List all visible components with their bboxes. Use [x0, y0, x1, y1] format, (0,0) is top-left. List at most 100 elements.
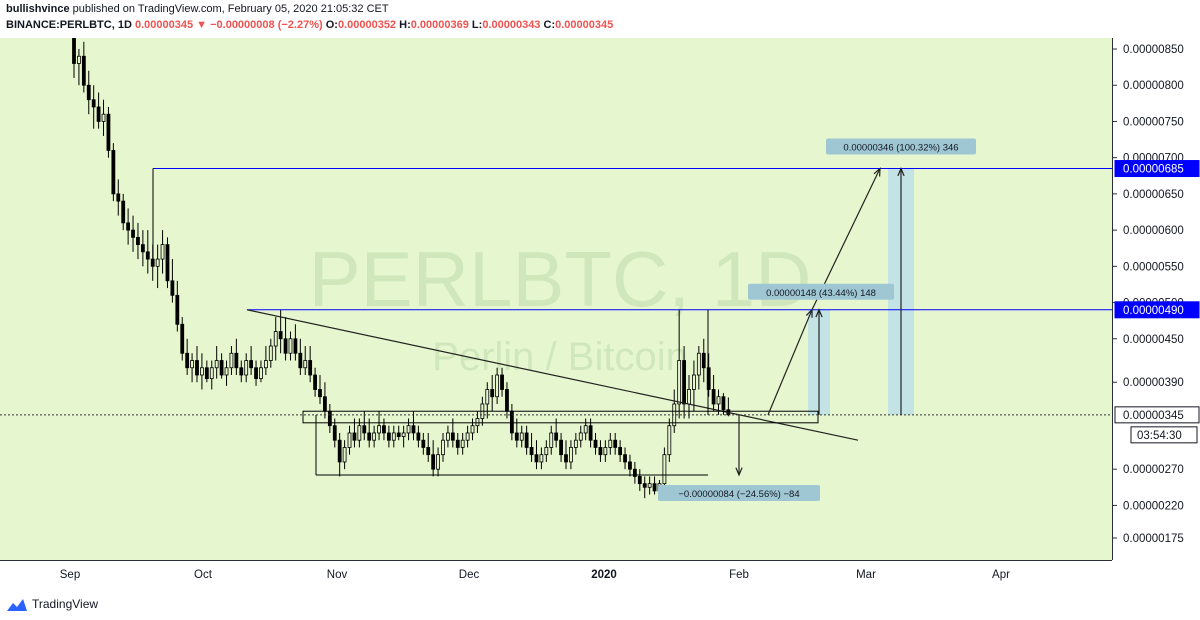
- measure-label-down-text: −0.00000084 (−24.56%) −84: [678, 489, 799, 500]
- time-axis[interactable]: Sep Oct Nov Dec 2020 Feb Mar Apr: [0, 560, 1112, 587]
- candle: [696, 346, 701, 390]
- time-tick-label: Apr: [992, 569, 1010, 581]
- candle: [185, 338, 190, 375]
- candle: [406, 418, 411, 441]
- candle-body-up: [578, 432, 583, 441]
- candle-body-down: [529, 447, 534, 456]
- candle-body-up: [460, 439, 465, 448]
- candle: [534, 440, 539, 470]
- candle: [509, 403, 514, 441]
- time-tick-label: Feb: [729, 569, 749, 581]
- candle: [77, 49, 81, 86]
- candle-body-down: [642, 483, 647, 488]
- measure-arrow-down: [735, 414, 743, 477]
- candle-body-up: [406, 425, 411, 434]
- candle: [505, 382, 509, 419]
- candle-body-down: [623, 454, 627, 463]
- candle-body-up: [446, 432, 450, 441]
- candle: [677, 309, 682, 419]
- candle: [593, 432, 598, 455]
- projection-arrow-1-shaft: [767, 309, 813, 416]
- candle-body-down: [411, 425, 416, 434]
- watermark-title: PERLBTC, 1D: [309, 235, 812, 323]
- candle-body-up: [401, 432, 406, 437]
- price-axis[interactable]: 0.00000850 0.00000800 0.00000750 0.00000700…: [1112, 38, 1200, 560]
- plot-area[interactable]: PERLBTC, 1D Perlin / Bitcoin 0.00000346 …: [0, 38, 1112, 560]
- tradingview-logo-icon[interactable]: [6, 598, 28, 612]
- candle-body-down: [234, 352, 239, 369]
- last-price: 0.00000345: [134, 19, 194, 31]
- published-text: published on TradingView.com, February 0…: [72, 3, 389, 15]
- candle-body-down: [313, 374, 317, 390]
- candle-body-down: [386, 432, 391, 441]
- price-change: ▼ −0.00000008 (−2.27%): [196, 19, 323, 31]
- candle-body-up: [716, 396, 721, 405]
- candle-body-down: [711, 389, 716, 405]
- candle: [490, 375, 495, 412]
- publish-info: bullishvince published on TradingView.co…: [6, 3, 389, 15]
- candle-body-down: [362, 425, 367, 434]
- candle-body-down: [593, 439, 598, 448]
- candle: [347, 425, 352, 455]
- candle-body-up: [377, 425, 381, 434]
- candle: [401, 425, 406, 448]
- candle-body-up: [441, 439, 445, 456]
- candle: [303, 346, 308, 375]
- candle-body-up: [495, 374, 500, 398]
- measure-label-100pct: 0.00000346 (100.32%) 346: [826, 138, 976, 155]
- candle: [495, 367, 500, 404]
- candle-body-up: [357, 425, 362, 441]
- plot-svg: PERLBTC, 1D Perlin / Bitcoin 0.00000346 …: [0, 38, 1112, 501]
- candle-body-down: [219, 360, 224, 376]
- candle: [170, 259, 175, 303]
- candle-body-down: [131, 229, 135, 238]
- support-box: [302, 410, 819, 424]
- symbol-label[interactable]: BINANCE:PERLBTC, 1D: [6, 19, 132, 31]
- candle-body-down: [514, 432, 519, 441]
- candle-body-up: [229, 352, 234, 369]
- candle-body-down: [180, 323, 185, 354]
- candle-body-up: [692, 374, 696, 390]
- candle: [460, 432, 465, 455]
- candle: [524, 425, 529, 455]
- price-label-bg: [1114, 406, 1200, 424]
- candle: [726, 397, 731, 417]
- publisher-name[interactable]: bullishvince: [6, 3, 70, 15]
- candle: [382, 418, 386, 441]
- candle: [111, 143, 116, 202]
- candle-body-down: [81, 55, 86, 86]
- measure-label-43pct: 0.00000148 (43.44%) 148: [748, 283, 894, 300]
- price-label-bg: [1114, 160, 1200, 178]
- candle-body-down: [165, 244, 170, 282]
- candle: [436, 447, 440, 477]
- candle-body-down: [431, 454, 436, 470]
- candle-body-down: [490, 389, 495, 398]
- candle: [86, 70, 91, 115]
- candle: [608, 432, 613, 455]
- time-tick-label: Dec: [459, 569, 480, 581]
- countdown-text: 03:54:30: [1137, 430, 1182, 442]
- candle-body-down: [554, 432, 559, 441]
- candle-body-down: [278, 331, 283, 340]
- high-label: H:: [399, 19, 411, 31]
- candle-body-down: [455, 439, 460, 448]
- candle: [647, 476, 652, 495]
- candle: [573, 432, 578, 455]
- candle-body-down: [588, 425, 593, 441]
- candle-body-up: [662, 454, 667, 485]
- candle: [583, 418, 588, 441]
- candle: [470, 418, 475, 441]
- candle-body-up: [190, 360, 194, 369]
- measure-arrow-down-head: [735, 467, 743, 477]
- measure-arrow-100pct-head: [897, 166, 905, 177]
- measure-arrow-100pct: [897, 166, 905, 415]
- candle: [204, 360, 209, 383]
- ohlc-legend: BINANCE:PERLBTC, 1D 0.00000345 ▼ −0.0000…: [6, 19, 613, 31]
- tradingview-brand[interactable]: TradingView: [32, 597, 99, 611]
- candle-body-down: [106, 113, 111, 151]
- candle: [362, 411, 367, 441]
- candle: [416, 425, 421, 448]
- candle: [254, 360, 258, 386]
- candle: [224, 360, 229, 386]
- candle-body-down: [421, 439, 426, 448]
